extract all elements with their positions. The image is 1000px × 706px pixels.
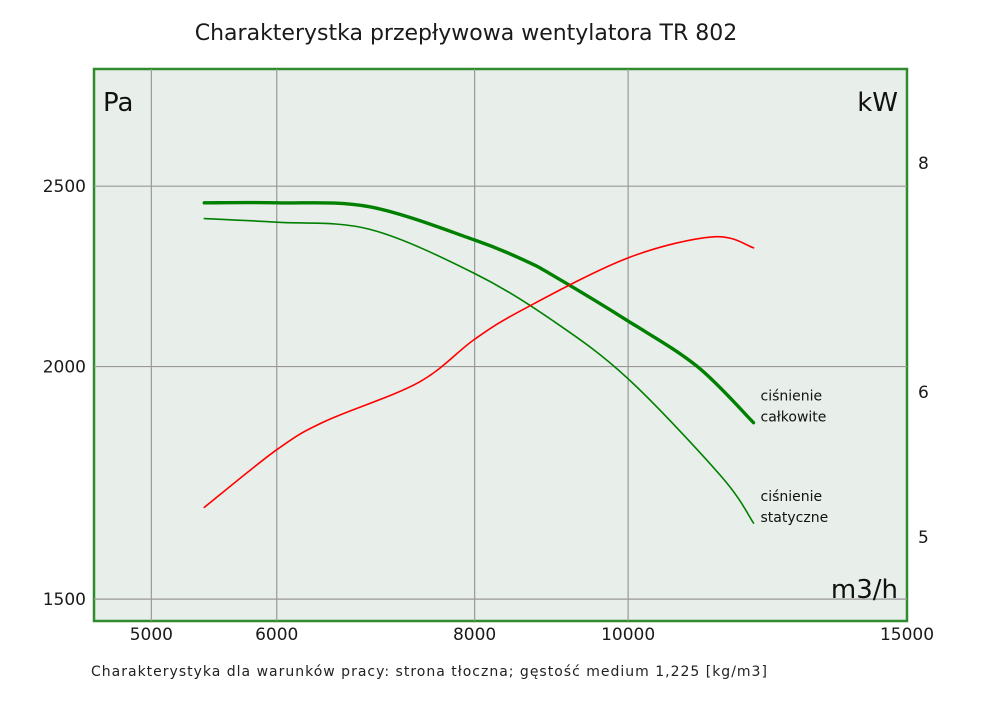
y-right-tick-label: 5 xyxy=(918,528,929,548)
x-tick-label: 15000 xyxy=(880,625,934,645)
series-label-cisnienie-statyczne: statyczne xyxy=(761,510,829,526)
series-label-cisnienie-calkowite: ciśnienie xyxy=(761,389,823,405)
x-tick-label: 8000 xyxy=(453,625,496,645)
y-right-tick-label: 8 xyxy=(918,154,929,174)
tick-labels: 5000 6000 8000 10000 15000 1500 2000 2500 5 6 8 xyxy=(43,154,934,645)
chart-title: Charakterystka przepływowa wentylatora T… xyxy=(195,21,737,46)
plot-area xyxy=(92,67,909,623)
y-right-unit-label: kW xyxy=(857,88,898,118)
y-left-unit-label: Pa xyxy=(103,88,133,118)
x-tick-label: 5000 xyxy=(130,625,173,645)
series-line-cisnienie-statyczne xyxy=(203,217,755,524)
y-left-tick-label: 2000 xyxy=(43,358,86,378)
y-left-tick-label: 1500 xyxy=(43,590,86,610)
series-label-cisnienie-calkowite: całkowite xyxy=(761,410,827,426)
y-left-tick-label: 2500 xyxy=(43,177,86,197)
x-unit-label: m3/h xyxy=(831,575,898,605)
x-tick-label: 10000 xyxy=(601,625,655,645)
chart-footnote: Charakterystyka dla warunków pracy: stro… xyxy=(91,664,768,680)
gridlines xyxy=(94,69,907,621)
series-layer xyxy=(202,200,756,524)
series-label-cisnienie-statyczne: ciśnienie xyxy=(761,489,823,505)
series-annotations: ciśnienie całkowite ciśnienie statyczne xyxy=(761,389,829,526)
series-line-cisnienie-calkowite xyxy=(202,200,756,425)
series-line-moc xyxy=(203,235,755,509)
x-tick-label: 6000 xyxy=(255,625,298,645)
y-right-tick-label: 6 xyxy=(918,383,929,403)
